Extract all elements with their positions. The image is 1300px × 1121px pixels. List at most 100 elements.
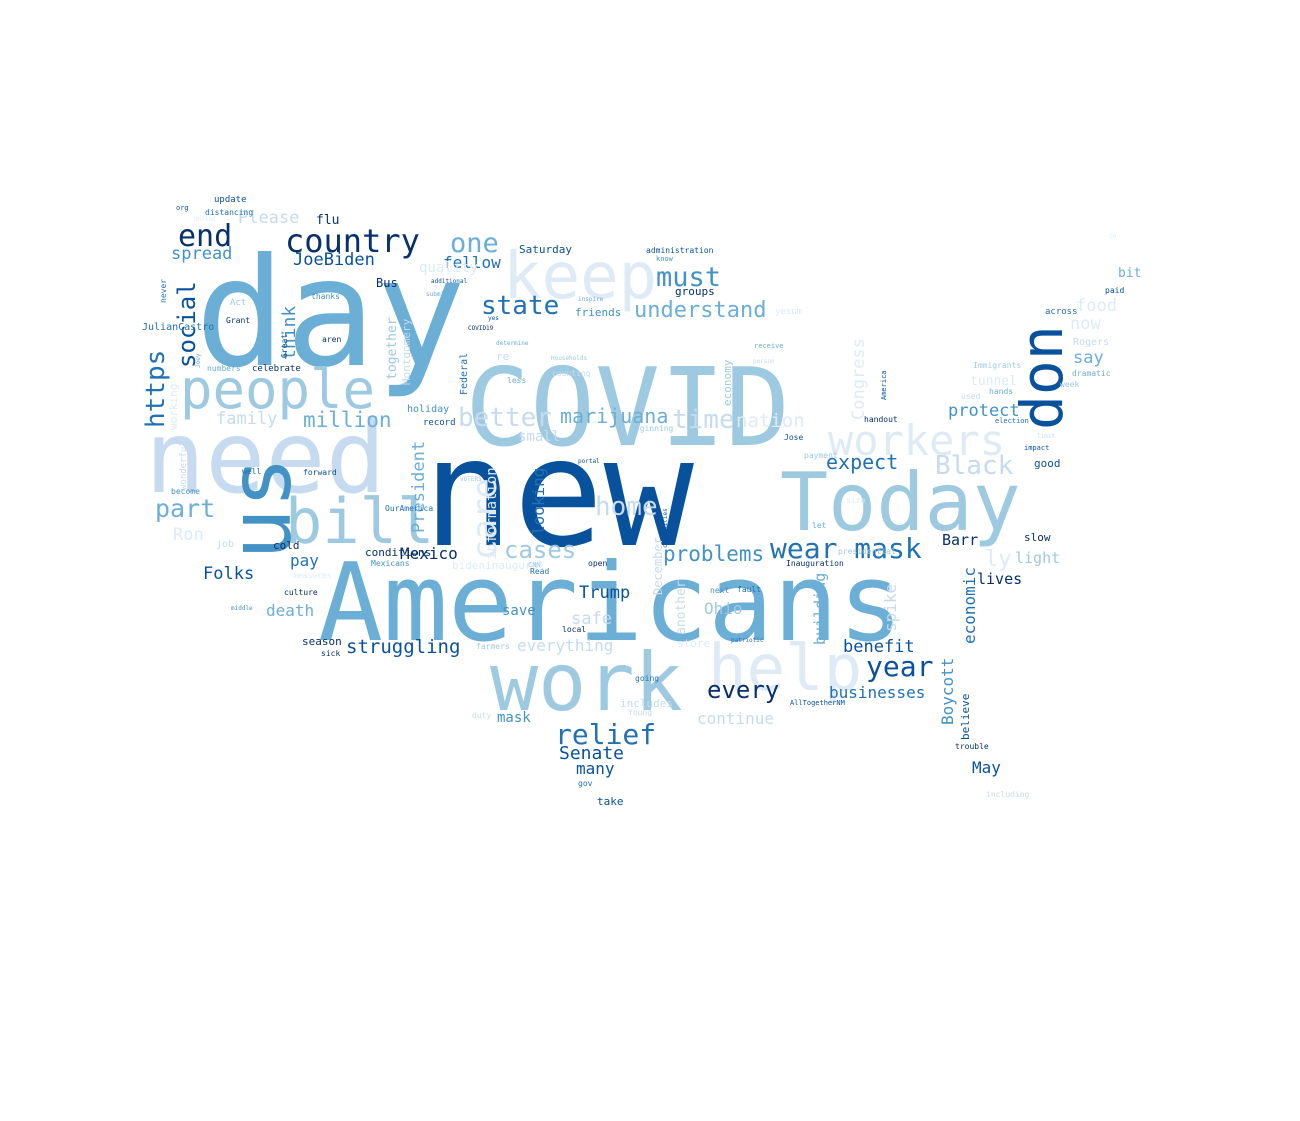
word-wonderful: wonderful xyxy=(179,441,189,490)
word-help: help xyxy=(708,632,862,706)
word-open: open xyxy=(588,559,607,568)
word-additional: additional xyxy=(431,278,468,285)
word-work: work xyxy=(490,636,683,729)
word-struggling: struggling xyxy=(346,636,460,658)
word-working: working xyxy=(167,384,180,430)
word-counting: counting xyxy=(552,369,591,378)
word-save: save xyxy=(502,603,536,619)
word-together: together xyxy=(385,317,400,380)
word-better: better xyxy=(458,403,552,433)
word-please: Please xyxy=(238,208,299,228)
word-thanks: thanks xyxy=(311,292,340,301)
word-covid: COVID xyxy=(465,346,790,471)
word-americans: Americans xyxy=(318,541,903,666)
word-rogers: Rogers xyxy=(1073,337,1109,348)
word-spike: spike xyxy=(881,584,900,632)
word-including: including xyxy=(986,790,1030,799)
word-understand: understand xyxy=(634,298,766,323)
word-montgomery: Montgomery xyxy=(400,318,413,385)
word-mask: mask xyxy=(497,710,531,726)
word-local: local xyxy=(562,625,586,634)
word-paid: paid xyxy=(1105,286,1124,295)
word-good: good xyxy=(1034,457,1061,470)
word-food: food xyxy=(1076,296,1117,316)
word-people: people xyxy=(180,358,375,421)
word-beginning: beginning xyxy=(630,424,674,433)
word-part: part xyxy=(155,494,215,523)
word-go: GO xyxy=(1109,233,1117,240)
word-never: never xyxy=(159,279,168,303)
word-update: update xyxy=(214,195,247,205)
word-relief: relief xyxy=(555,718,656,751)
word-cold: cold xyxy=(273,539,300,552)
word-size: size xyxy=(846,496,865,505)
word-hands: hands xyxy=(989,387,1013,396)
word-bit: bit xyxy=(1118,266,1141,281)
word-inauguration: Inauguration xyxy=(786,559,844,568)
word-folks: Folks xyxy=(203,564,254,584)
word-celebrate: celebrate xyxy=(252,364,301,374)
word-america: America xyxy=(880,370,888,400)
word-payment: payment xyxy=(804,451,838,460)
word-alltogethernm: AllTogetherNM xyxy=(790,699,845,707)
word-saturday: Saturday xyxy=(519,243,572,256)
word-many: many xyxy=(576,759,615,778)
word-young: Young xyxy=(628,708,652,717)
word-fault: fault xyxy=(737,585,761,594)
word-united: United xyxy=(194,216,216,223)
word-us: us xyxy=(211,456,311,560)
word-looking: looking xyxy=(529,468,548,535)
word-ouramerica: OurAmerica xyxy=(385,504,433,513)
word-state: state xyxy=(481,291,559,321)
word-next: next xyxy=(710,586,729,595)
word-fellow: fellow xyxy=(443,253,501,272)
word-submit: submit xyxy=(426,291,448,298)
word-think: think xyxy=(279,306,300,360)
word-tunnel: tunnel xyxy=(970,374,1017,389)
word-well: well xyxy=(242,467,261,476)
word-season: season xyxy=(302,635,342,648)
word-bus: Bus xyxy=(376,276,398,290)
word-measures: measures xyxy=(293,571,332,580)
word-read: Read xyxy=(530,567,549,576)
word-sick: sick xyxy=(321,649,340,658)
word-problems: problems xyxy=(663,542,764,566)
word-black: Black xyxy=(935,451,1014,481)
word-nation: nation xyxy=(736,410,805,432)
word-bideninaugural: bideninaugural xyxy=(452,559,545,572)
word-holiday: holiday xyxy=(407,404,449,415)
word-quality: quality xyxy=(419,260,478,276)
word-workers: workers xyxy=(828,416,1005,465)
word-must: must xyxy=(656,262,721,293)
word-cnn: CNN xyxy=(528,561,541,569)
word-home: home xyxy=(595,492,658,522)
word-portal: portal xyxy=(578,458,600,465)
word-congress: Congress xyxy=(849,338,869,420)
word-trump: Trump xyxy=(579,583,630,603)
word-new: new xyxy=(423,407,695,581)
word-say: say xyxy=(1073,348,1104,368)
word-friends: friends xyxy=(575,306,621,319)
word-voters: VOTERS xyxy=(460,476,482,483)
word-receive: receive xyxy=(754,342,784,350)
word-https: https xyxy=(141,350,171,428)
word-marijuana: marijuana xyxy=(560,404,668,428)
word-store: store xyxy=(677,637,710,650)
word-may: May xyxy=(972,758,1001,777)
word-businesses: businesses xyxy=(829,683,925,702)
word-president: President xyxy=(409,441,429,533)
word-yesnm: yesnm xyxy=(775,307,802,317)
word-economic: economic xyxy=(960,567,979,644)
word-wear-mask: wear mask xyxy=(770,532,922,565)
word-yes: yes xyxy=(488,315,499,322)
word-covid19: COVID19 xyxy=(468,325,494,332)
word-family: family xyxy=(216,409,277,429)
word-job: job xyxy=(216,539,234,550)
word-bill: bill xyxy=(285,485,434,558)
word-middle: middle xyxy=(231,605,253,612)
word-dramatic: dramatic xyxy=(1072,369,1111,378)
word-believe: believe xyxy=(959,694,972,740)
word-pay: pay xyxy=(290,551,319,570)
word-december: December xyxy=(651,537,665,595)
